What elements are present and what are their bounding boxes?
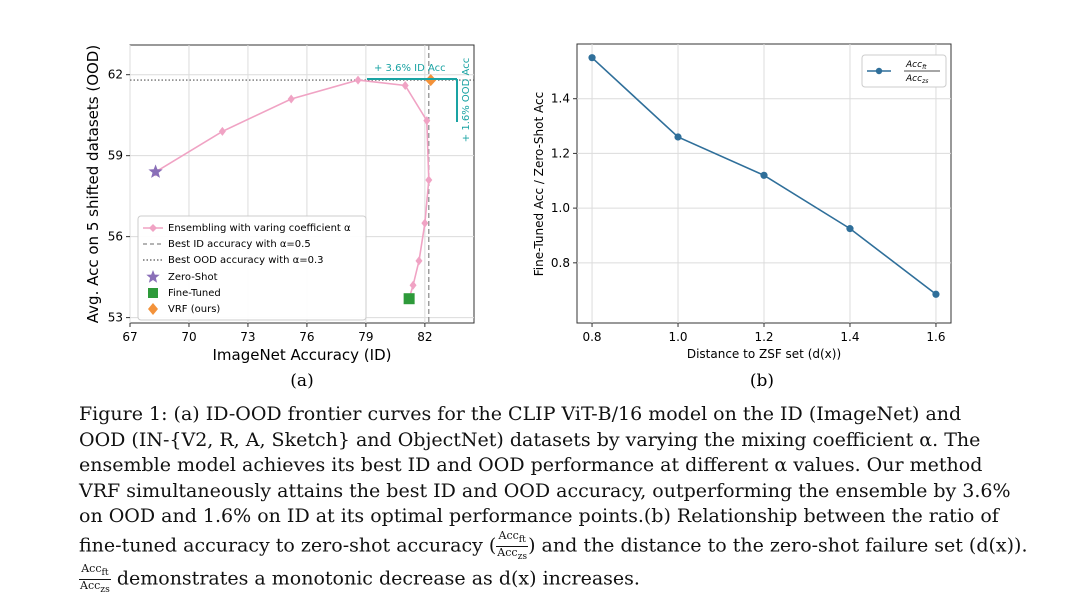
panel-b-ylabel: Fine-Tuned Acc / Zero-Shot Acc	[532, 92, 546, 276]
legend-zero-shot-label: Zero-Shot	[168, 272, 218, 283]
legend-vrf-marker	[148, 303, 158, 315]
svg-text:Accft: Accft	[905, 60, 927, 71]
ensemble-point	[415, 256, 423, 266]
y-tick-label: 1.0	[551, 201, 570, 215]
x-tick-label: 76	[299, 330, 314, 344]
panel-a-ticks: 67 70 73 76 79 82 53 56 59 62	[108, 68, 433, 344]
caption-fraction-2: Accft Acczs	[79, 561, 111, 596]
zero-shot-point	[148, 164, 163, 178]
panel-a: 67 70 73 76 79 82 53 56 59 62 + 3.6% ID Acc + 1.6…	[84, 44, 475, 391]
panel-b-label: (b)	[750, 371, 774, 391]
x-tick-label: 79	[358, 330, 373, 344]
panel-b-xlabel: Distance to ZSF set (d(x))	[687, 347, 841, 361]
legend-fine-tuned-marker	[148, 288, 158, 298]
caption-line-4: VRF simultaneously attains the best ID a…	[79, 479, 1011, 502]
caption-line-7: Accft Acczs demonstrates a monotonic decr…	[79, 561, 640, 596]
ensemble-point	[421, 218, 429, 228]
legend-zero-shot-marker	[146, 270, 160, 283]
panel-b-grid	[577, 44, 951, 323]
ratio-point	[932, 290, 940, 298]
panel-b-legend: Accft Acczs	[861, 54, 947, 88]
ood-gain-label: + 1.6% OOD Acc	[461, 58, 472, 142]
panel-a-label: (a)	[290, 371, 313, 391]
figure-caption: Figure 1: (a) ID-OOD frontier curves for…	[79, 402, 1028, 596]
x-tick-label: 1.2	[754, 330, 773, 344]
legend-ensemble-marker	[149, 224, 157, 232]
y-tick-label: 62	[108, 68, 123, 82]
caption-line-2: OOD (IN-{V2, R, A, Sketch} and ObjectNet…	[79, 428, 981, 451]
svg-text:Acczs: Acczs	[905, 74, 928, 85]
ratio-point	[760, 171, 768, 179]
y-tick-label: 0.8	[551, 256, 570, 270]
x-tick-label: 67	[122, 330, 137, 344]
ensemble-point	[287, 94, 295, 104]
panel-a-legend: Ensembling with varing coefficient α Bes…	[137, 215, 367, 321]
caption-line-1: Figure 1: (a) ID-OOD frontier curves for…	[79, 403, 962, 425]
id-gain-label: + 3.6% ID Acc	[374, 63, 446, 74]
ensemble-point	[425, 175, 433, 185]
y-tick-label: 53	[108, 311, 123, 325]
legend-box	[137, 215, 367, 321]
x-tick-label: 1.4	[840, 330, 859, 344]
vrf-point	[425, 74, 437, 87]
x-tick-label: 82	[417, 330, 432, 344]
fine-tuned-point	[403, 293, 415, 305]
ratio-point	[588, 54, 596, 62]
ratio-point	[846, 225, 854, 233]
panel-b: 0.8 1.0 1.2 1.4 1.60.81.01.21.4 Accft Acczs …	[532, 43, 952, 391]
ensemble-point	[401, 80, 409, 90]
legend-best-ood-label: Best OOD accuracy with α=0.3	[168, 255, 324, 266]
y-tick-label: 59	[108, 149, 123, 163]
panel-b-ticks: 0.8 1.0 1.2 1.4 1.6 0.8 1.0 1.2 1.4	[551, 92, 946, 344]
panel-a-annotations: + 3.6% ID Acc + 1.6% OOD Acc	[367, 58, 472, 142]
panel-a-series	[148, 74, 437, 305]
legend-ratio-label: Accft Acczs	[904, 60, 940, 85]
panel-a-ylabel: Avg. Acc on 5 shifted datasets (OOD)	[84, 45, 102, 323]
panel-b-series	[588, 54, 940, 298]
caption-line-6: fine-tuned accuracy to zero-shot accurac…	[79, 528, 1028, 562]
x-tick-label: 0.8	[582, 330, 601, 344]
y-tick-label: 56	[108, 230, 123, 244]
ratio-point	[674, 133, 682, 141]
ensemble-point	[354, 75, 362, 85]
panel-a-xlabel: ImageNet Accuracy (ID)	[212, 346, 391, 364]
legend-ensemble-label: Ensembling with varing coefficient α	[168, 223, 351, 234]
y-tick-label: 1.4	[551, 92, 570, 106]
y-tick-label: 1.2	[551, 146, 570, 160]
x-tick-label: 70	[181, 330, 196, 344]
legend-fine-tuned-label: Fine-Tuned	[168, 288, 221, 299]
x-tick-label: 1.6	[926, 330, 945, 344]
ensemble-point	[409, 280, 417, 290]
legend-vrf-label: VRF (ours)	[168, 304, 220, 315]
caption-line-5: on OOD and 1.6% on ID at its optimal per…	[79, 505, 999, 527]
x-tick-label: 1.0	[668, 330, 687, 344]
ensemble-point	[218, 126, 226, 136]
legend-ratio-marker	[875, 67, 883, 75]
figure: 67 70 73 76 79 82 53 56 59 62 + 3.6% ID Acc + 1.6…	[84, 43, 952, 391]
ensemble-point	[423, 116, 431, 126]
panel-a-grid	[129, 45, 474, 323]
legend-best-id-label: Best ID accuracy with α=0.5	[168, 239, 311, 250]
caption-line-3: ensemble model achieves its best ID and …	[79, 454, 983, 476]
caption-fraction: Accft Acczs	[496, 528, 529, 562]
x-tick-label: 73	[240, 330, 255, 344]
